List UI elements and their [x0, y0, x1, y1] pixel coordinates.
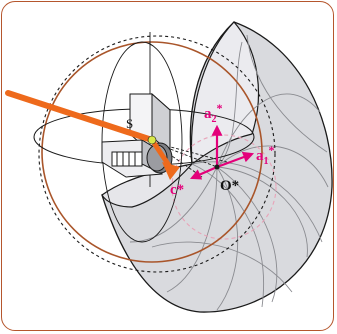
incident-beam	[5, 90, 155, 143]
label-a1: a1*	[256, 143, 275, 167]
label-sample: S	[126, 116, 133, 131]
label-a2: a2*	[204, 101, 223, 125]
figure-frame: a2* a1* c* O* S	[1, 1, 334, 331]
ewald-circle	[41, 41, 263, 263]
label-c-star: c*	[170, 182, 184, 198]
sample-crystal	[147, 135, 157, 145]
transmitted-beam	[149, 138, 173, 169]
beam-arrowhead	[162, 162, 180, 180]
ewald-sphere-dashed	[38, 35, 276, 273]
goniometer-head	[101, 92, 173, 178]
reciprocal-axes	[189, 124, 255, 180]
shell-meridians	[129, 34, 329, 311]
label-origin: O*	[220, 178, 239, 194]
origin-point	[214, 164, 220, 170]
reflection-circle	[171, 134, 277, 240]
ewald-sphere-diagram: a2* a1* c* O* S	[5, 21, 333, 313]
